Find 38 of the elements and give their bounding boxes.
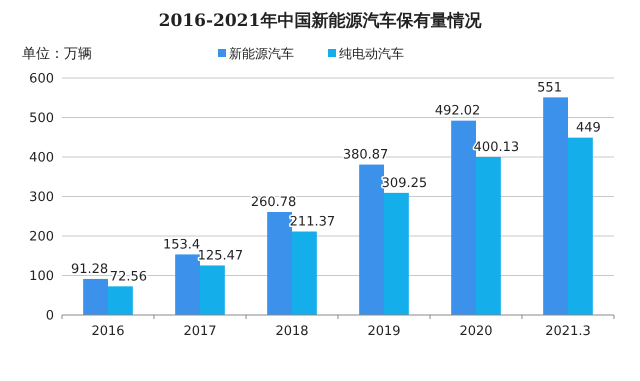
bar (543, 97, 568, 315)
chart-title: 2016-2021年中国新能源汽车保有量情况 (158, 11, 482, 31)
bar (83, 278, 108, 315)
data-label: 72.56 (110, 269, 148, 284)
y-tick-label: 500 (29, 111, 54, 126)
data-label: 492.02 (434, 104, 480, 119)
y-tick-label: 0 (46, 308, 54, 324)
y-tick-label: 600 (29, 72, 54, 87)
legend-label: 纯电动汽车 (339, 47, 404, 62)
bar (359, 164, 384, 315)
x-tick-label: 2018 (275, 324, 309, 339)
data-label: 125.47 (198, 248, 244, 264)
bar (175, 254, 200, 315)
bar (292, 232, 317, 315)
x-tick-label: 2016 (91, 324, 125, 339)
bar (108, 286, 133, 315)
x-tick-label: 2020 (459, 324, 493, 339)
bar (451, 120, 476, 315)
data-label: 449 (576, 120, 601, 136)
bar (476, 156, 501, 315)
y-tick-label: 300 (29, 190, 54, 206)
y-axis-title: 单位：万辆 (22, 46, 92, 62)
x-tick-label: 2021.3 (545, 324, 591, 339)
y-tick-label: 400 (29, 150, 54, 166)
legend-label: 新能源汽车 (229, 47, 294, 62)
bar (568, 138, 593, 315)
y-tick-label: 200 (29, 230, 54, 245)
bar (200, 265, 225, 315)
y-tick-label: 100 (29, 269, 54, 284)
bar (384, 192, 409, 315)
data-label: 260.78 (250, 194, 296, 210)
data-label: 153.4 (162, 237, 200, 252)
data-label: 91.28 (70, 262, 108, 277)
x-tick-label: 2017 (183, 324, 217, 339)
bar (267, 212, 292, 315)
x-tick-label: 2019 (367, 324, 401, 339)
data-label: 551 (537, 80, 562, 96)
data-label: 380.87 (342, 148, 388, 163)
